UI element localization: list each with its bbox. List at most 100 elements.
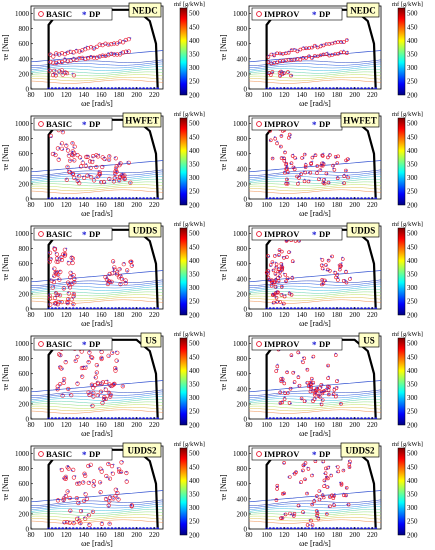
dp-point: * <box>56 260 59 265</box>
dp-point: * <box>340 484 343 489</box>
dp-point: * <box>101 469 104 474</box>
dp-point: * <box>328 466 331 471</box>
strategy-point <box>70 171 76 177</box>
idle-point <box>328 87 332 89</box>
legend-star-marker: * <box>82 230 87 240</box>
strategy-point <box>57 293 63 298</box>
bsfc-contour <box>249 79 381 84</box>
strategy-point <box>310 155 315 160</box>
strategy-point <box>97 54 102 59</box>
dp-point: * <box>126 51 129 56</box>
strategy-point <box>86 390 91 395</box>
strategy-point <box>74 516 80 521</box>
idle-point <box>103 197 107 199</box>
dp-point: * <box>110 496 113 501</box>
legend-star-marker: * <box>82 10 87 20</box>
colorbar-title: ṁf [g/kWh] <box>392 221 423 228</box>
bsfc-contour <box>31 508 163 514</box>
idle-point <box>128 87 131 89</box>
idle-point <box>107 307 110 309</box>
idle-point <box>339 527 342 529</box>
strategy-point <box>69 255 74 260</box>
strategy-point <box>80 374 85 379</box>
dp-point: * <box>338 268 341 273</box>
strategy-point <box>106 461 111 467</box>
strategy-point <box>61 286 66 291</box>
strategy-point <box>320 153 325 158</box>
bsfc-contour <box>249 501 381 509</box>
idle-point <box>103 307 107 309</box>
y-tick-label: 200 <box>19 290 30 298</box>
legend: IMPROV * DP <box>251 447 343 461</box>
strategy-point <box>71 294 76 299</box>
strategy-point <box>346 175 350 180</box>
strategy-point <box>303 461 308 465</box>
y-tick-label: 400 <box>237 275 248 283</box>
y-tick-label: 200 <box>19 510 30 518</box>
colorbar-tick-label: 250 <box>407 408 418 416</box>
idle-point <box>142 87 145 89</box>
idle-point <box>50 87 54 89</box>
strategy-point <box>305 491 309 496</box>
strategy-point <box>116 275 122 280</box>
dp-point: * <box>112 382 115 387</box>
colorbar-tick-label: 250 <box>189 298 200 306</box>
idle-point <box>121 527 124 529</box>
colorbar-tick-label: 400 <box>407 37 418 45</box>
strategy-point <box>107 476 113 481</box>
strategy-point <box>275 290 280 295</box>
dp-point: * <box>295 471 298 476</box>
strategy-point <box>320 258 325 262</box>
strategy-point <box>59 68 65 73</box>
strategy-point <box>54 252 60 257</box>
dp-point: * <box>48 70 51 75</box>
idle-point <box>325 527 328 529</box>
strategy-point <box>317 177 321 182</box>
dp-point: * <box>283 493 286 498</box>
strategy-point <box>278 270 282 274</box>
bsfc-contour <box>31 517 163 522</box>
strategy-point <box>113 368 118 373</box>
strategy-point <box>279 293 284 297</box>
legend-circle-marker <box>256 341 262 347</box>
dp-point: * <box>105 159 108 164</box>
optimal-line <box>31 160 163 173</box>
bsfc-contour <box>249 184 381 189</box>
dp-point: * <box>84 500 87 505</box>
idle-point <box>360 197 363 199</box>
strategy-point <box>289 161 294 166</box>
idle-point <box>89 87 93 89</box>
cycle-label: US <box>358 332 380 348</box>
strategy-point <box>325 512 329 516</box>
dp-point: * <box>302 57 305 62</box>
idle-point <box>96 527 100 529</box>
strategy-point <box>87 350 92 355</box>
strategy-point <box>85 173 90 178</box>
dp-point: * <box>109 396 112 401</box>
idle-point <box>275 307 279 309</box>
dp-point: * <box>272 157 275 162</box>
idle-point <box>78 417 82 419</box>
strategy-point <box>344 269 348 274</box>
dp-point: * <box>284 159 287 164</box>
idle-point <box>296 197 300 199</box>
strategy-point <box>287 132 292 137</box>
dp-point: * <box>346 504 349 509</box>
dp-point: * <box>88 351 91 356</box>
strategy-point <box>126 160 131 165</box>
dp-point: * <box>81 510 84 515</box>
strategy-point <box>113 166 119 171</box>
dp-point: * <box>57 54 60 59</box>
strategy-point <box>286 70 290 74</box>
dp-point: * <box>66 52 69 57</box>
strategy-point <box>275 60 279 65</box>
dp-point: * <box>335 157 338 162</box>
strategy-point <box>65 280 71 285</box>
strategy-point <box>284 181 288 186</box>
bsfc-contour <box>249 288 381 294</box>
colorbar-tick-label: 300 <box>189 64 200 72</box>
dp-point: * <box>336 277 339 282</box>
strategy-point <box>288 475 292 479</box>
dp-point: * <box>73 282 76 287</box>
colorbar-tick-label: 200 <box>189 421 200 429</box>
